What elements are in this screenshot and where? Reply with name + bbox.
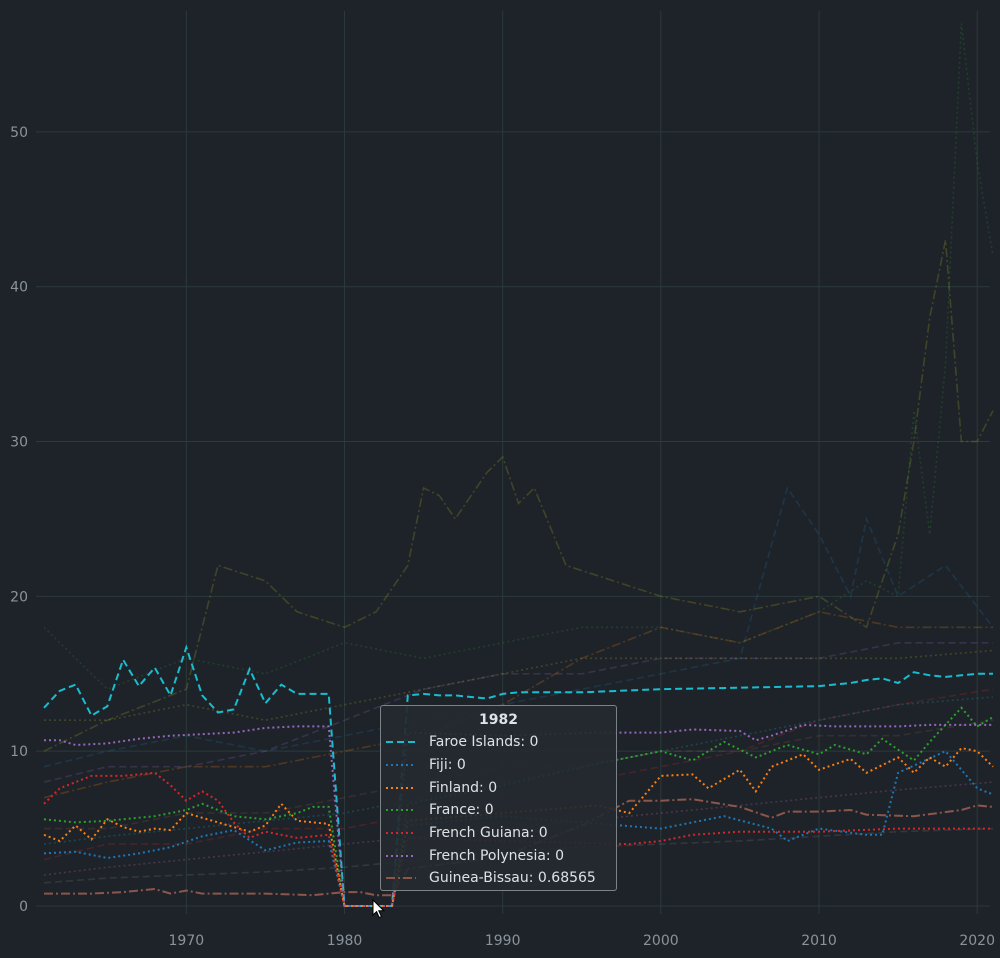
x-axis: 1970 1980 1990 2000 2010 2020 [169,933,995,949]
legend-swatch-icon [386,786,416,789]
x-tick-label: 2020 [959,933,995,949]
tooltip-entry: Finland: 0 [381,776,616,799]
x-tick-label: 1990 [485,933,521,949]
tooltip-entry-label: Guinea-Bissau: 0.68565 [429,870,596,887]
x-tick-label: 1980 [327,933,363,949]
background-series-line-16 [44,649,994,722]
tooltip-entry-label: Fiji: 0 [429,757,466,774]
background-series-line-9 [43,486,994,768]
tooltip-entries: Faroe Islands: 0 Fiji: 0 Finland: 0 France:… [381,731,616,890]
tooltip-entry-label: France: 0 [429,802,494,819]
background-series-line-15 [43,696,994,845]
tooltip-entry: Fiji: 0 [381,754,616,777]
legend-swatch-icon [386,764,416,767]
tooltip-entry: Faroe Islands: 0 [381,731,616,754]
x-tick-label: 1970 [169,933,205,949]
series-line-4 [43,771,993,907]
legend-swatch-icon [386,854,416,857]
x-tick-label: 2000 [643,933,679,949]
background-series-line-13 [43,827,994,884]
grid [36,11,990,914]
tooltip-entry-label: French Guiana: 0 [429,825,548,842]
legend-swatch-icon [386,832,416,835]
tooltip-entry-label: French Polynesia: 0 [429,847,564,864]
background-series-line-8 [43,23,994,691]
tooltip-entry: France: 0 [381,799,616,822]
tooltip-entry: Guinea-Bissau: 0.68565 [381,867,616,890]
y-tick-label: 10 [10,744,28,760]
background-series-line-11 [43,642,993,783]
tooltip-entry-label: Faroe Islands: 0 [429,734,539,751]
y-tick-label: 40 [10,280,28,296]
tooltip-entry: French Guiana: 0 [381,822,616,845]
series-line-2 [43,747,994,907]
hover-tooltip: 1982 Faroe Islands: 0 Fiji: 0 Finland: 0 Fr… [380,705,617,891]
y-tick-label: 0 [19,899,28,915]
legend-swatch-icon [386,877,416,880]
legend-swatch-icon [386,741,416,744]
tooltip-entry: French Polynesia: 0 [381,844,616,867]
mouse-pointer-icon [372,899,386,919]
y-axis: 0 10 20 30 40 50 [10,125,28,915]
background-series-line-7 [43,240,994,752]
y-tick-label: 30 [10,435,28,451]
tooltip-year: 1982 [479,712,518,728]
y-tick-label: 20 [10,589,28,605]
x-tick-label: 2010 [801,933,837,949]
legend-swatch-icon [386,809,416,812]
y-tick-label: 50 [10,125,28,141]
tooltip-entry-label: Finland: 0 [429,779,498,796]
